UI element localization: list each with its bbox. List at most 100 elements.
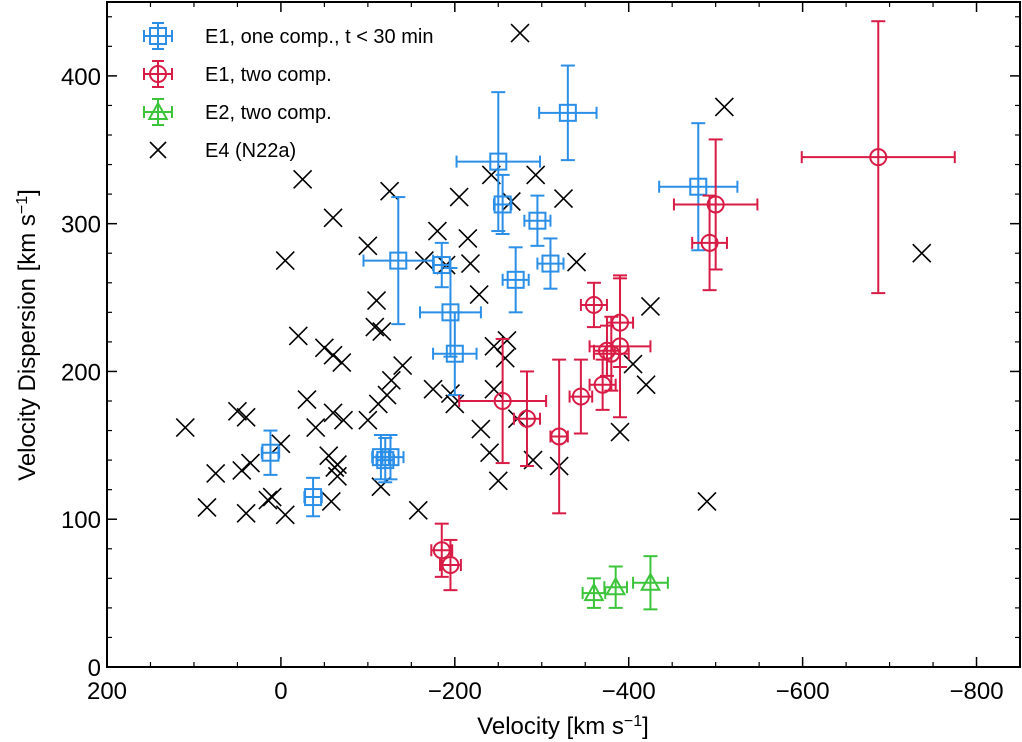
data-point [372,321,392,342]
x-marker [495,348,515,368]
x-marker [610,422,630,442]
data-point [232,460,252,481]
data-point [458,228,478,249]
x-marker [332,353,352,373]
square-marker [304,488,323,507]
data-point [912,243,932,263]
x-marker [460,254,481,274]
x-marker [323,345,343,365]
y-axis-label: Velocity Dispersion [km s−1] [14,189,42,481]
x-marker [566,252,587,272]
data-point [303,476,323,518]
data-point [501,246,530,314]
data-point [236,407,256,427]
x-axis-label: Velocity [km s−1] [477,713,649,741]
x-marker [323,208,343,228]
x-marker [358,236,378,256]
x-marker [427,221,447,241]
x-marker [232,460,252,481]
data-point [358,410,378,430]
data-point [175,418,195,438]
x-marker [497,330,517,350]
y-tick-label: 200 [61,359,101,386]
x-marker [393,355,413,376]
data-point [314,338,334,358]
data-point [800,20,956,295]
data-point [469,285,489,305]
x-tick-label: −800 [949,678,1003,705]
x-marker [458,228,478,249]
data-point [288,326,308,346]
series-1 [430,20,956,592]
y-tick-label: 400 [61,64,101,91]
x-marker [553,188,574,209]
x-tick-label: 0 [274,678,287,705]
data-point [271,434,291,454]
y-tick-label: 100 [61,507,101,534]
legend-entry: E1, two comp. [143,60,332,88]
data-point [497,330,517,350]
x-marker [206,463,226,483]
x-marker [293,169,313,189]
data-point [381,370,401,390]
x-marker [321,491,341,512]
x-marker [381,370,401,390]
x-marker [488,471,508,491]
circle-marker [493,392,512,410]
x-marker [697,491,717,512]
x-marker [510,23,530,43]
triangle-marker [639,571,661,591]
x-tick-label: −600 [776,678,830,705]
data-point [423,379,443,399]
circle-marker [571,387,590,406]
circle-marker [584,295,603,314]
data-point [523,194,552,247]
data-point [275,251,295,271]
square-marker [445,344,464,363]
x-marker [358,410,378,430]
x-marker [423,379,443,399]
data-point [658,122,739,252]
plot-content [175,20,956,611]
x-marker [714,97,734,117]
data-point [206,463,226,483]
data-point [484,379,504,399]
data-point [262,487,282,507]
data-point [332,353,352,373]
x-marker [288,326,308,346]
data-point [260,429,281,476]
x-marker [327,466,347,486]
x-marker [297,389,317,410]
x-marker [258,490,278,510]
data-point [393,355,413,376]
square-marker [689,177,708,196]
square-marker [489,152,508,171]
x-axis: 200 0 −200 −400 −600 −800 [87,2,1021,705]
data-point [581,577,607,609]
x-marker [175,418,195,438]
square-marker [558,103,577,122]
data-point [512,370,542,468]
data-point [227,401,247,421]
data-point [566,252,587,272]
data-point [430,522,454,578]
data-point [293,169,313,189]
legend-entry: E4 (N22a) [149,140,296,162]
data-point [365,317,385,337]
data-point [480,443,500,463]
circle-marker [550,427,569,446]
x-marker [271,434,291,454]
data-point [321,491,341,512]
series-0 [260,64,739,518]
legend-label: E2, two comp. [205,102,332,124]
data-point [240,453,261,473]
x-marker [377,385,397,405]
data-point [333,410,354,430]
y-tick-label: 0 [88,655,101,682]
data-point [327,466,347,486]
x-marker [471,419,491,439]
x-tick-label: 200 [87,678,127,705]
data-point [362,196,435,326]
data-point [526,165,546,185]
x-marker [314,338,334,358]
